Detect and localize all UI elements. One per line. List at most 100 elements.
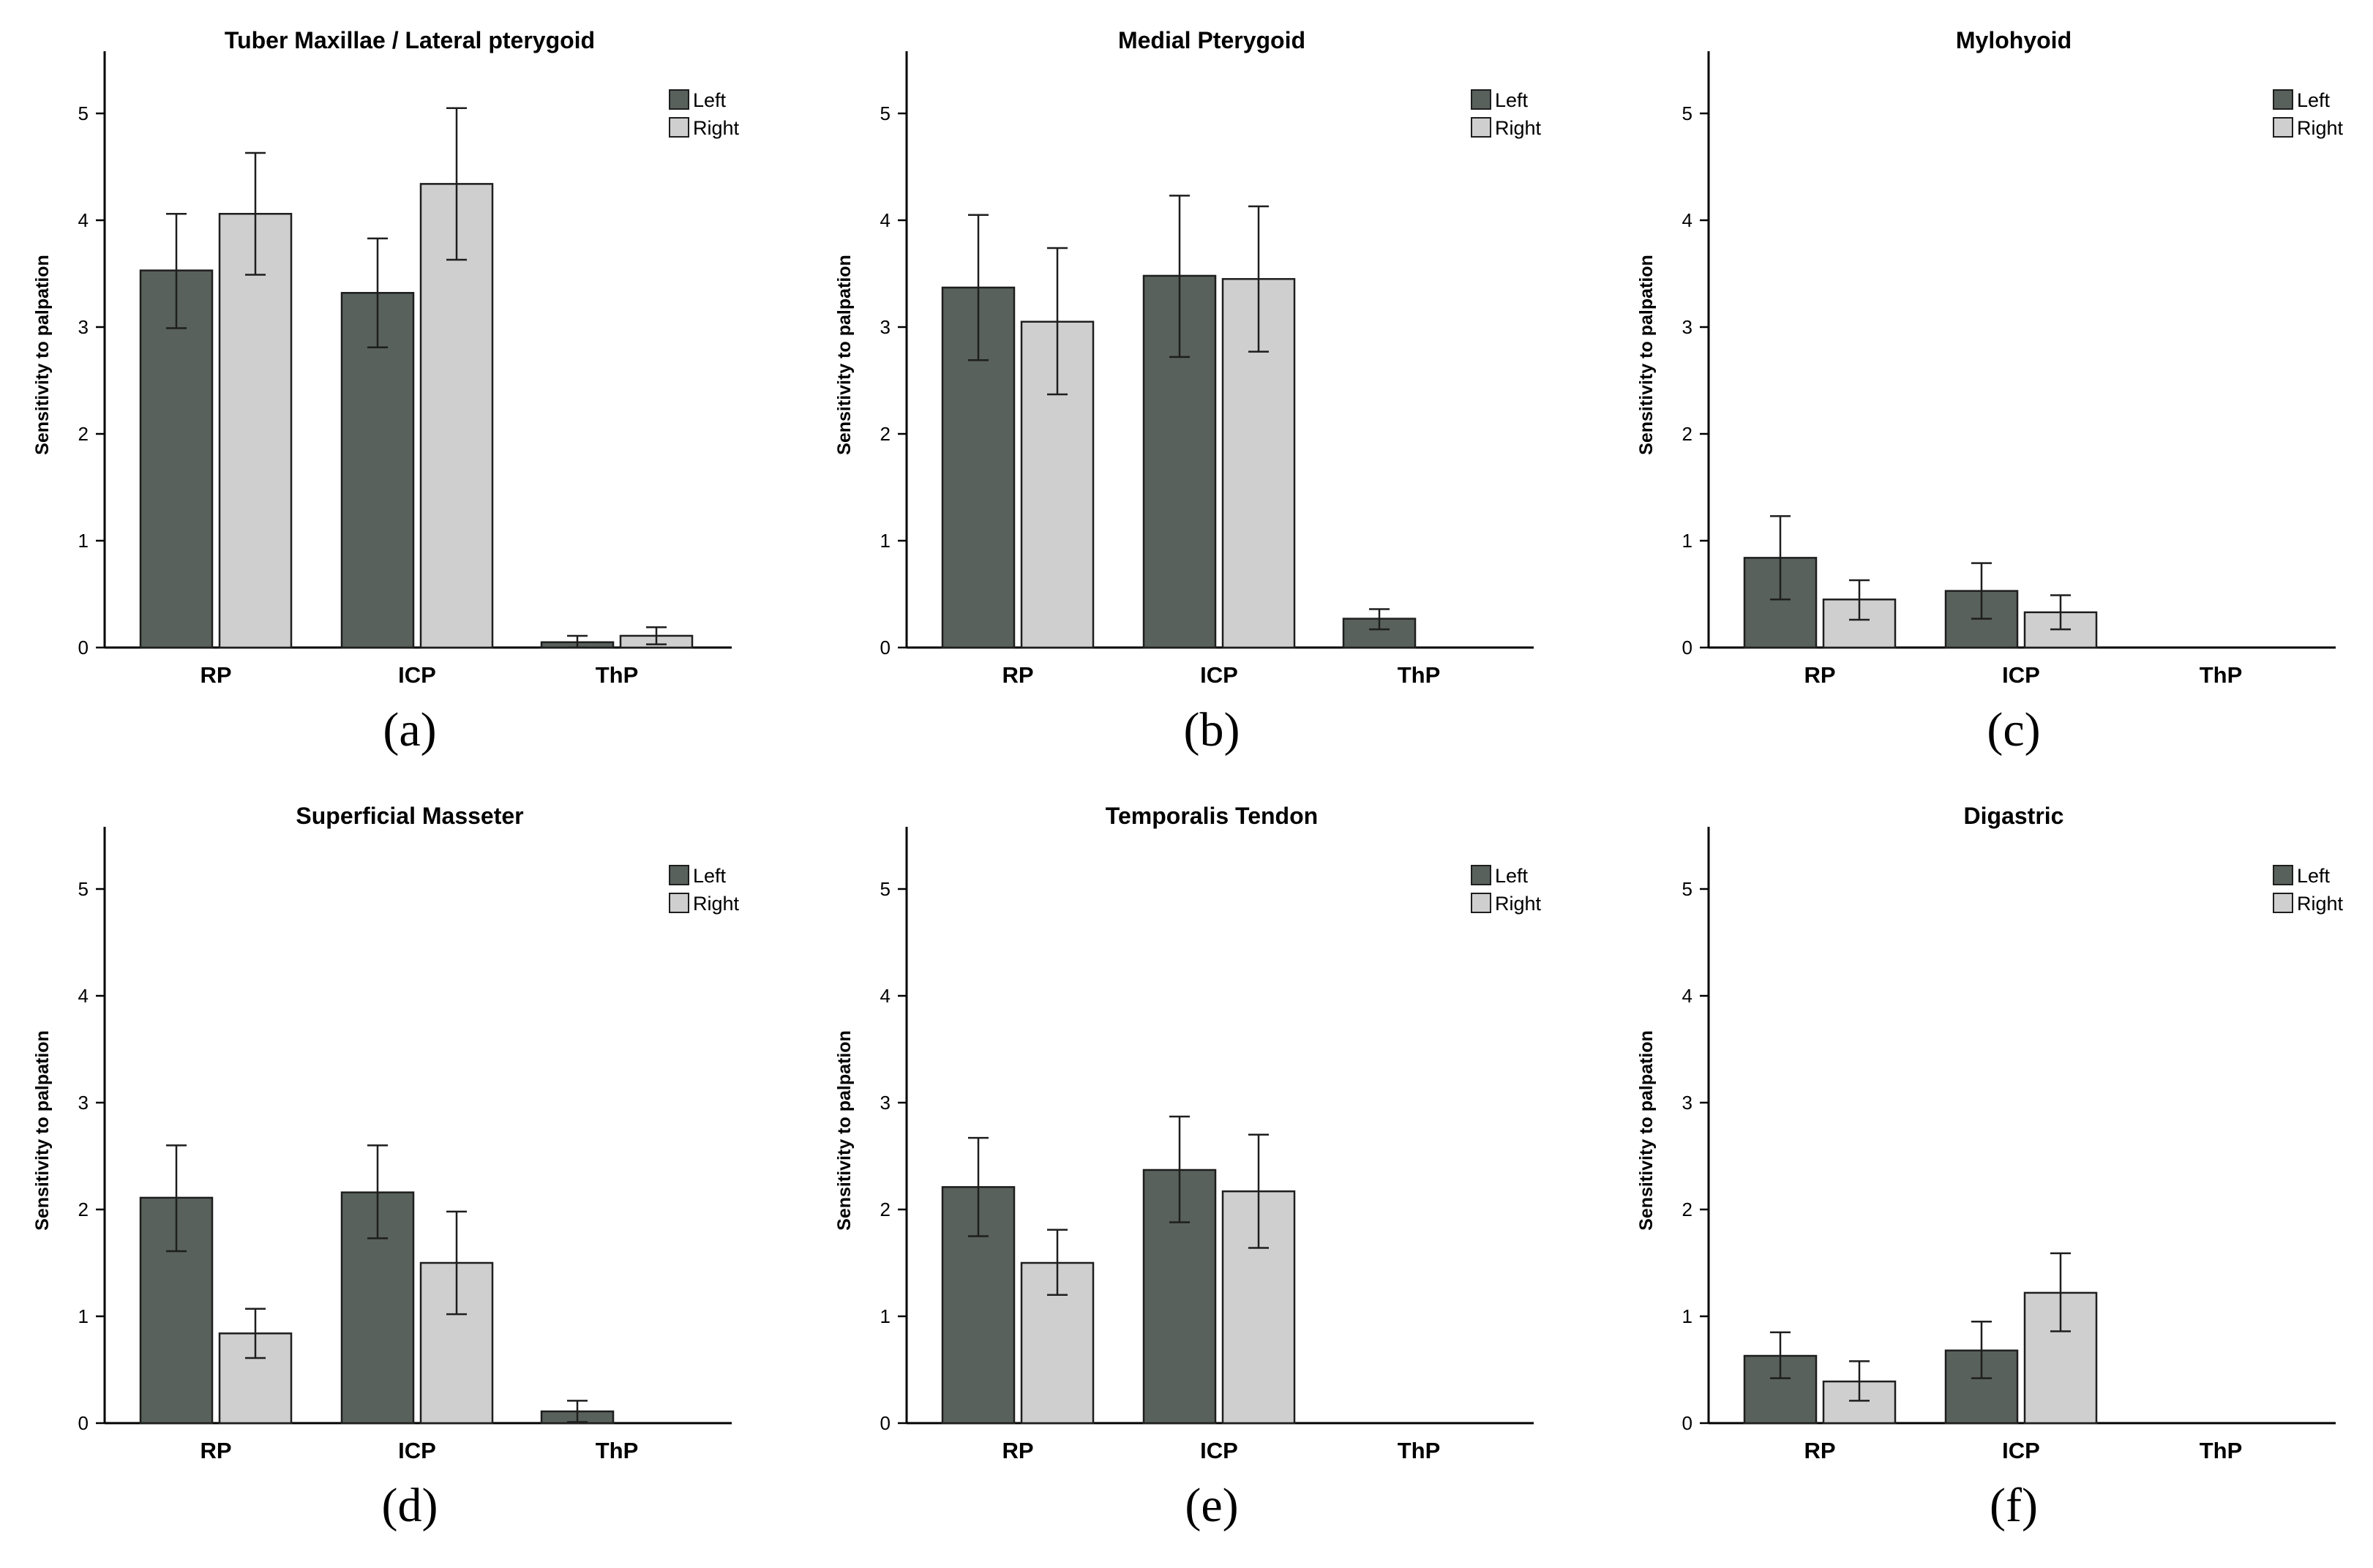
y-tick-label: 4 bbox=[1682, 209, 1692, 231]
legend-swatch-right bbox=[1471, 117, 1491, 138]
x-tick-label: RP bbox=[1804, 1438, 1835, 1463]
bar-left-icp bbox=[340, 292, 415, 649]
legend-label-right: Right bbox=[693, 117, 740, 139]
y-tick-label: 5 bbox=[1682, 878, 1692, 900]
legend-label-right: Right bbox=[1495, 117, 1542, 139]
legend-swatch-left bbox=[669, 89, 689, 110]
y-axis-label: Sensitivity to palpation bbox=[32, 1030, 53, 1231]
x-tick-label: ThP bbox=[2200, 1438, 2243, 1463]
legend-label-left: Left bbox=[693, 89, 727, 111]
y-tick-label: 0 bbox=[1682, 1412, 1692, 1434]
chart-title: Superficial Masseter bbox=[296, 803, 523, 829]
x-tick-label: ThP bbox=[1398, 1438, 1441, 1463]
x-tick-label: ThP bbox=[2200, 662, 2243, 688]
legend-label-right: Right bbox=[1495, 893, 1542, 915]
legend-swatch-right bbox=[2273, 893, 2293, 913]
chart-svg-a: Tuber Maxillae / Lateral pterygoid Sensit… bbox=[32, 27, 740, 688]
y-tick-label: 0 bbox=[78, 1412, 89, 1434]
x-tick-label: ThP bbox=[596, 1438, 639, 1463]
legend-label-left: Left bbox=[1495, 89, 1529, 111]
legend-label-right: Right bbox=[2297, 893, 2344, 915]
legend-swatch-left bbox=[2273, 865, 2293, 885]
panel-label-b: (b) bbox=[1183, 703, 1240, 757]
panel-label-a: (a) bbox=[383, 703, 437, 757]
chart-title: Mylohyoid bbox=[1956, 27, 2072, 53]
legend-swatch-right bbox=[669, 893, 689, 913]
y-axis-label: Sensitivity to palpation bbox=[834, 255, 855, 455]
x-tick-label: RP bbox=[1804, 662, 1835, 688]
x-tick-label: RP bbox=[1002, 1438, 1033, 1463]
y-tick-label: 4 bbox=[78, 985, 89, 1007]
y-tick-label: 5 bbox=[78, 102, 89, 124]
y-axis-label: Sensitivity to palpation bbox=[32, 255, 53, 455]
x-tick-label: ICP bbox=[1200, 662, 1238, 688]
chart-title: Medial Pterygoid bbox=[1118, 27, 1305, 53]
y-tick-label: 5 bbox=[880, 102, 891, 124]
y-tick-label: 3 bbox=[880, 1092, 891, 1114]
y-tick-label: 2 bbox=[880, 423, 891, 445]
x-tick-label: RP bbox=[1002, 662, 1033, 688]
y-tick-label: 2 bbox=[78, 423, 89, 445]
x-tick-label: ICP bbox=[1200, 1438, 1238, 1463]
y-tick-label: 4 bbox=[78, 209, 89, 231]
legend-swatch-left bbox=[1471, 89, 1491, 110]
y-tick-label: 2 bbox=[1682, 423, 1692, 445]
bar-left-rp bbox=[139, 269, 214, 649]
y-tick-label: 2 bbox=[880, 1198, 891, 1220]
y-tick-label: 5 bbox=[880, 878, 891, 900]
legend-label-left: Left bbox=[2297, 89, 2331, 111]
chart-svg-b: Medial Pterygoid Sensitivity to palpation… bbox=[834, 27, 1542, 688]
y-tick-label: 2 bbox=[1682, 1198, 1692, 1220]
chart-panel-f: Digastric Sensitivity to palpation 0 1 2 3 4 5 R… bbox=[1604, 776, 2373, 1532]
legend-swatch-left bbox=[669, 865, 689, 885]
legend-label-left: Left bbox=[693, 865, 727, 887]
x-tick-label: ICP bbox=[398, 662, 436, 688]
y-tick-label: 4 bbox=[1682, 985, 1692, 1007]
legend-swatch-right bbox=[669, 117, 689, 138]
y-tick-label: 1 bbox=[78, 1305, 89, 1327]
chart-panel-d: Superficial Masseter Sensitivity to palpa… bbox=[0, 776, 790, 1532]
legend-swatch-left bbox=[2273, 89, 2293, 110]
legend-label-right: Right bbox=[693, 893, 740, 915]
legend-swatch-right bbox=[2273, 117, 2293, 138]
chart-svg-c: Mylohyoid Sensitivity to palpation 0 1 2 3 4 5 R… bbox=[1636, 27, 2344, 688]
y-tick-label: 4 bbox=[880, 209, 891, 231]
y-axis-label: Sensitivity to palpation bbox=[834, 1030, 855, 1231]
y-tick-label: 0 bbox=[880, 637, 891, 659]
panel-label-e: (e) bbox=[1185, 1479, 1239, 1532]
y-tick-label: 0 bbox=[78, 637, 89, 659]
panel-label-d: (d) bbox=[381, 1479, 438, 1532]
x-tick-label: ICP bbox=[398, 1438, 436, 1463]
y-tick-label: 0 bbox=[1682, 637, 1692, 659]
legend-label-left: Left bbox=[2297, 865, 2331, 887]
panel-label-f: (f) bbox=[1990, 1479, 2038, 1532]
chart-panel-a: Tuber Maxillae / Lateral pterygoid Sensit… bbox=[0, 0, 790, 757]
chart-svg-d: Superficial Masseter Sensitivity to palpa… bbox=[32, 803, 740, 1463]
bar-left-rp bbox=[1743, 557, 1818, 649]
y-tick-label: 5 bbox=[78, 878, 89, 900]
x-tick-label: ThP bbox=[1398, 662, 1441, 688]
chart-panel-b: Medial Pterygoid Sensitivity to palpation… bbox=[802, 0, 1592, 757]
y-axis-label: Sensitivity to palpation bbox=[1636, 255, 1657, 455]
y-tick-label: 3 bbox=[1682, 1092, 1692, 1114]
chart-panel-e: Temporalis Tendon Sensitivity to palpatio… bbox=[802, 776, 1592, 1532]
legend-label-left: Left bbox=[1495, 865, 1529, 887]
panel-label-c: (c) bbox=[1987, 703, 2041, 757]
y-tick-label: 1 bbox=[78, 530, 89, 552]
chart-title: Tuber Maxillae / Lateral pterygoid bbox=[225, 27, 595, 53]
legend-swatch-left bbox=[1471, 865, 1491, 885]
y-tick-label: 5 bbox=[1682, 102, 1692, 124]
x-tick-label: ICP bbox=[2002, 662, 2040, 688]
x-tick-label: RP bbox=[200, 662, 231, 688]
chart-title: Temporalis Tendon bbox=[1106, 803, 1318, 829]
y-tick-label: 3 bbox=[78, 316, 89, 338]
bar-right-icp bbox=[419, 183, 494, 649]
x-tick-label: RP bbox=[200, 1438, 231, 1463]
x-tick-label: ThP bbox=[596, 662, 639, 688]
y-tick-label: 1 bbox=[880, 1305, 891, 1327]
chart-panel-c: Mylohyoid Sensitivity to palpation 0 1 2 3 4 5 R… bbox=[1604, 0, 2373, 757]
y-tick-label: 0 bbox=[880, 1412, 891, 1434]
y-tick-label: 3 bbox=[78, 1092, 89, 1114]
x-tick-label: ICP bbox=[2002, 1438, 2040, 1463]
chart-title: Digastric bbox=[1964, 803, 2064, 829]
